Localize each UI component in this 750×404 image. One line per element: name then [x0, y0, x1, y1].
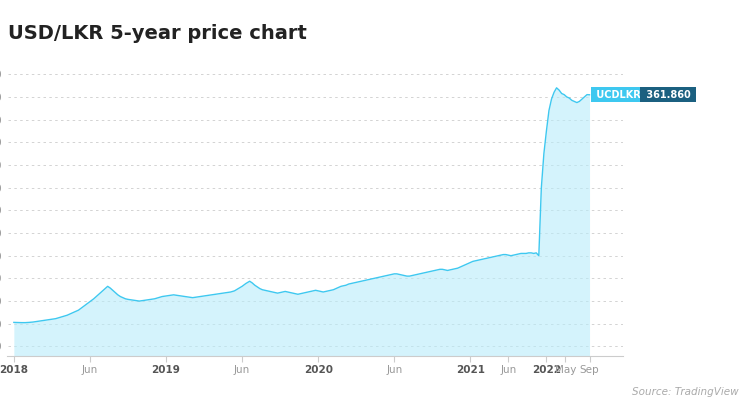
Text: UCDLKR: UCDLKR	[593, 90, 644, 100]
Text: USD/LKR 5-year price chart: USD/LKR 5-year price chart	[8, 24, 306, 43]
Text: 361.860: 361.860	[643, 90, 694, 100]
Text: Source: TradingView: Source: TradingView	[632, 387, 739, 397]
